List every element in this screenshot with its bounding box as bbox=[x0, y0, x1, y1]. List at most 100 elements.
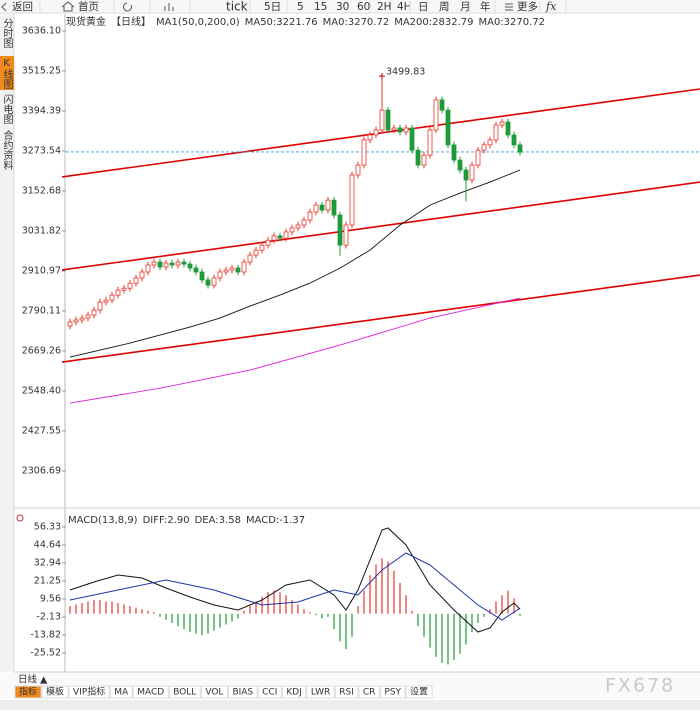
toolbar-bg bbox=[0, 0, 700, 13]
tab-bg bbox=[306, 685, 335, 699]
candle-body bbox=[289, 227, 295, 233]
tab-bg bbox=[257, 685, 282, 699]
tab-bg bbox=[41, 685, 69, 699]
candle-body bbox=[91, 309, 97, 316]
legend-item: MACD:-1.37 bbox=[246, 515, 305, 526]
sidebar-active bbox=[0, 56, 14, 90]
indicator-icon[interactable] bbox=[16, 514, 24, 522]
bottom-tab[interactable]: VOL bbox=[205, 688, 223, 698]
candle-body bbox=[349, 174, 355, 226]
toolbar-item[interactable]: 5 bbox=[297, 1, 304, 13]
candle-body bbox=[319, 204, 325, 211]
toolbar-item[interactable]: 周 bbox=[439, 1, 450, 13]
toolbar-item[interactable]: 返回 bbox=[12, 1, 33, 13]
bottom-tab[interactable]: 模板 bbox=[46, 686, 64, 698]
y-tick-label: 3031.82 bbox=[22, 226, 61, 237]
peak-marker bbox=[379, 73, 385, 80]
candle-body bbox=[217, 271, 223, 279]
y-tick-label: 2669.26 bbox=[22, 345, 61, 356]
menu-icon[interactable] bbox=[505, 3, 513, 11]
candle-body bbox=[355, 164, 361, 176]
bottom-tab[interactable]: BIAS bbox=[232, 688, 253, 698]
candle-body bbox=[445, 109, 451, 146]
period-tab[interactable]: 日线 ▲ bbox=[18, 674, 48, 686]
tab-bg bbox=[200, 685, 228, 699]
trend-line bbox=[62, 88, 700, 178]
y-tick-label: 56.33 bbox=[34, 522, 61, 533]
toolbar-item[interactable]: 首页 bbox=[78, 0, 99, 13]
bottom-bar: 日线 ▲指标 模板 VIP指标 MA MACD BOLL VOL BIAS CCI KDJ LWR R… bbox=[0, 673, 700, 710]
bottom-tab[interactable]: KDJ bbox=[286, 688, 302, 698]
toolbar-item[interactable]: tick bbox=[226, 0, 248, 14]
price-panel: 3499.83 bbox=[62, 67, 700, 404]
candle-body bbox=[403, 127, 409, 133]
legend-item: MA1(50,0,200,0) bbox=[156, 17, 240, 28]
trend-line bbox=[62, 274, 700, 363]
tab-bg bbox=[281, 685, 307, 699]
y-tick-label: -13.82 bbox=[30, 629, 61, 640]
y-tick-label: 32.94 bbox=[34, 558, 61, 569]
candle-body bbox=[331, 199, 337, 216]
candle-body bbox=[379, 109, 385, 131]
toolbar-item[interactable]: 30 bbox=[336, 1, 349, 13]
candle-body bbox=[487, 139, 493, 146]
plot-area: 3636.10 3515.25 3394.39 3273.54 3152.68 3031.… bbox=[14, 14, 700, 684]
bottom-tab[interactable]: VIP指标 bbox=[73, 686, 105, 698]
home-icon[interactable] bbox=[61, 1, 75, 12]
sidebar-tab[interactable]: 合约资料 bbox=[1, 129, 13, 171]
chart-icon[interactable] bbox=[164, 3, 174, 11]
candle-body bbox=[133, 277, 139, 284]
bottom-tab[interactable]: BOLL bbox=[173, 688, 196, 698]
bottom-tab[interactable]: RSI bbox=[339, 688, 354, 698]
y-tick-label: 3636.10 bbox=[22, 26, 61, 37]
y-tick-label: 21.25 bbox=[34, 576, 61, 587]
candle-body bbox=[67, 321, 73, 327]
toolbar-item[interactable]: 年 bbox=[480, 0, 491, 13]
tab-bg bbox=[379, 685, 406, 699]
fx-icon[interactable]: fx bbox=[545, 0, 557, 13]
bottom-tab[interactable]: PSY bbox=[384, 688, 401, 698]
candle-body bbox=[271, 235, 277, 241]
candle-body bbox=[307, 211, 313, 221]
candle-body bbox=[499, 121, 505, 126]
refresh-icon[interactable] bbox=[123, 2, 132, 12]
tab-bg bbox=[168, 685, 201, 699]
toolbar-item[interactable]: 15 bbox=[314, 1, 327, 13]
candle-body bbox=[427, 129, 433, 156]
candle-body bbox=[439, 99, 445, 111]
bottom-tab[interactable]: 指标 bbox=[19, 686, 37, 698]
bottom-tab[interactable]: CR bbox=[363, 688, 376, 698]
toolbar: fx 返回 首页 tick 5日 5 15 30 60 2H 4H 日周月年 更多 bbox=[0, 0, 700, 14]
candle-body bbox=[205, 279, 211, 286]
toolbar-item[interactable]: 日 bbox=[418, 1, 429, 13]
sidebar-tab[interactable]: 闪电图 bbox=[1, 93, 13, 125]
toolbar-item[interactable]: 2H bbox=[377, 1, 392, 13]
y-tick-label: 2790.11 bbox=[22, 306, 61, 317]
bottom-tab[interactable]: 设置 bbox=[410, 687, 428, 698]
toolbar-item[interactable]: 60 bbox=[357, 1, 370, 13]
toolbar-item[interactable]: 更多 bbox=[517, 0, 538, 13]
candle-body bbox=[517, 144, 523, 153]
tab-bg bbox=[109, 685, 133, 699]
chart-title: 现货黄金 bbox=[66, 15, 106, 28]
toolbar-item[interactable]: 4H bbox=[397, 1, 412, 13]
sidebar-tab[interactable]: K线图 bbox=[1, 58, 13, 90]
candle-body bbox=[241, 261, 247, 273]
candle-body bbox=[259, 244, 265, 251]
candle-body bbox=[163, 262, 169, 268]
bottom-tab[interactable]: MA bbox=[114, 688, 129, 698]
bottom-tab[interactable]: LWR bbox=[311, 688, 330, 698]
bottom-tab[interactable]: MACD bbox=[137, 688, 164, 698]
candle-body bbox=[385, 109, 391, 131]
sidebar-tab[interactable]: 分时图 bbox=[1, 18, 13, 49]
toolbar-item[interactable]: 5日 bbox=[264, 1, 281, 13]
back-icon[interactable] bbox=[1, 2, 7, 12]
toolbar-item[interactable]: 月 bbox=[460, 1, 471, 13]
sidebar-bg bbox=[0, 14, 14, 672]
candle-body bbox=[409, 127, 415, 151]
candle-body bbox=[493, 124, 499, 141]
candle-body bbox=[235, 267, 241, 273]
bottom-tab[interactable]: CCI bbox=[262, 688, 277, 698]
candle-body bbox=[97, 301, 103, 311]
